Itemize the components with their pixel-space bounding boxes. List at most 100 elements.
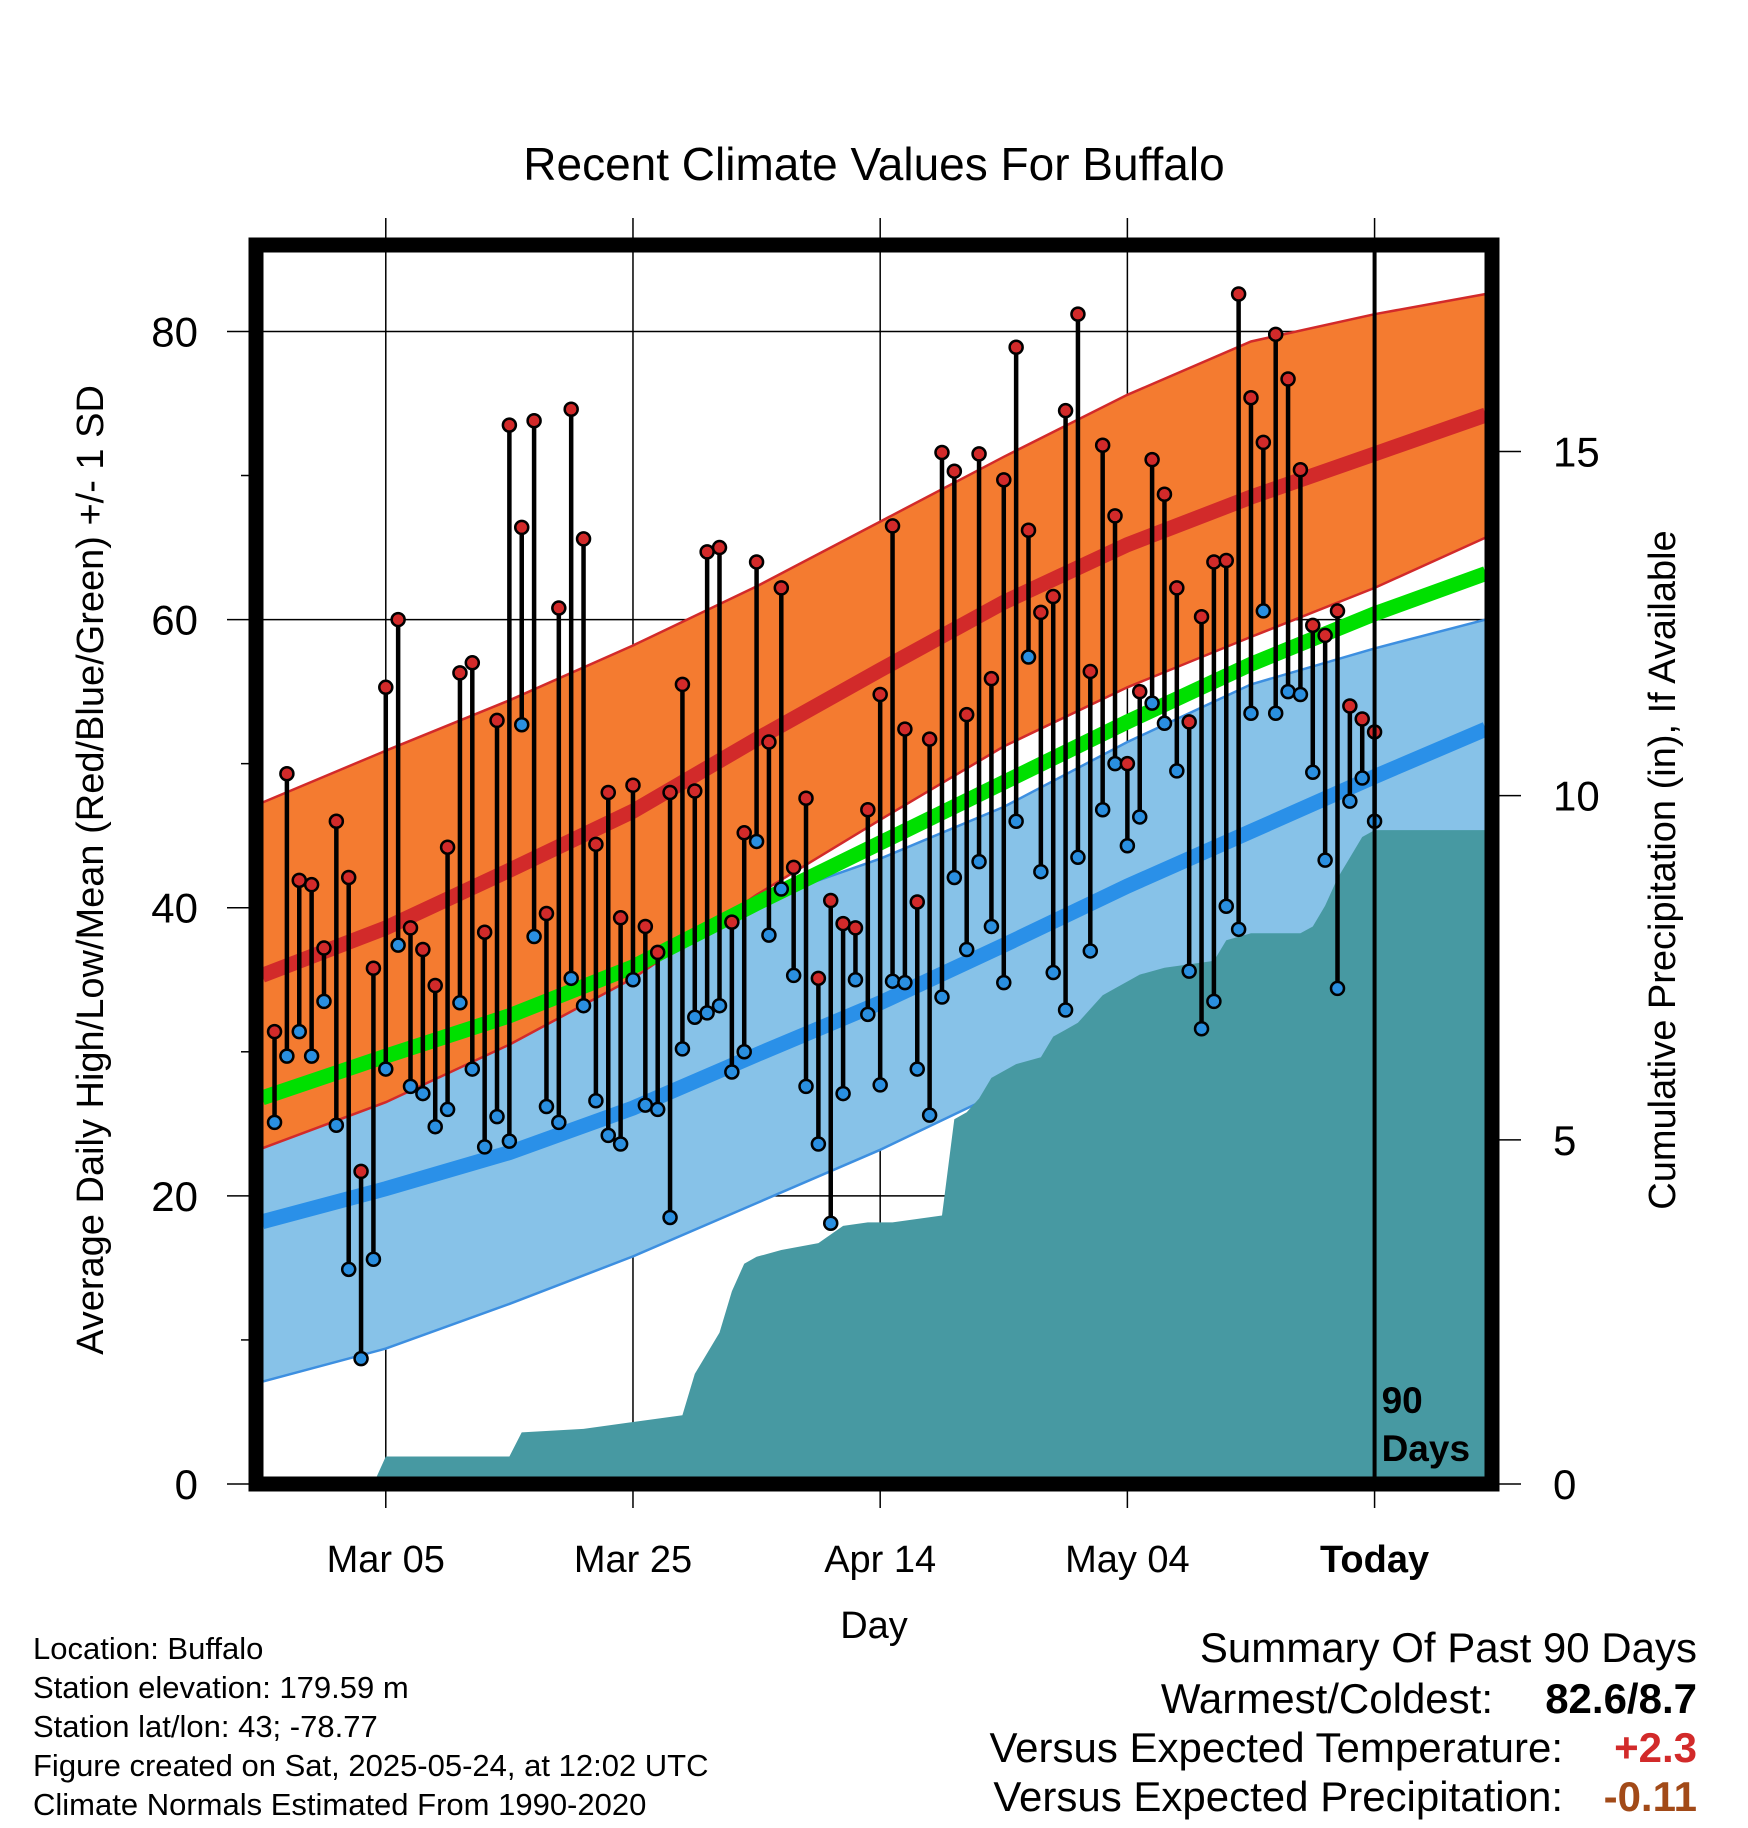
high-point: [761, 734, 777, 750]
high-point: [785, 859, 802, 876]
low-point: [810, 1136, 827, 1152]
low-point: [452, 995, 468, 1011]
y-tick-label: 40: [151, 885, 198, 932]
high-point: [476, 924, 493, 940]
summary-temp-label: Versus Expected Temperature:: [989, 1724, 1563, 1771]
high-point: [279, 765, 295, 782]
low-point: [1107, 755, 1123, 772]
low-point: [1181, 963, 1197, 979]
low-point: [785, 967, 802, 984]
low-point: [748, 833, 765, 850]
meta-created: Figure created on Sat, 2025-05-24, at 12…: [33, 1748, 709, 1783]
daily-range-sticks: [272, 293, 1377, 1359]
high-point: [390, 611, 406, 628]
high-point: [1354, 711, 1370, 727]
low-point: [637, 1097, 654, 1113]
low-point: [1070, 849, 1086, 866]
low-point: [1329, 980, 1346, 997]
low-point: [662, 1209, 678, 1226]
low-point: [921, 1107, 938, 1123]
high-point: [1317, 627, 1333, 644]
low-point: [884, 973, 901, 989]
high-point: [996, 472, 1012, 488]
high-point: [328, 813, 345, 830]
high-point: [1267, 326, 1284, 343]
summary-title: Summary Of Past 90 Days: [1200, 1624, 1697, 1671]
high-point: [711, 539, 728, 556]
y-axis-label: Average Daily High/Low/Mean (Red/Blue/Gr…: [70, 385, 112, 1355]
daily-points: [266, 286, 1383, 1367]
high-point: [415, 941, 431, 958]
high-point: [736, 825, 752, 841]
low-point: [847, 972, 864, 988]
low-point: [1033, 863, 1049, 880]
low-point: [872, 1077, 888, 1093]
low-point: [415, 1085, 431, 1102]
low-point: [798, 1078, 814, 1095]
high-point: [340, 869, 357, 886]
low-point: [1156, 715, 1173, 732]
high-point: [946, 463, 963, 479]
high-point: [378, 679, 394, 696]
low-point: [1193, 1020, 1210, 1037]
low-point: [378, 1061, 394, 1077]
low-point: [402, 1078, 419, 1095]
precipitation-area: [262, 830, 1486, 1484]
high-point: [1206, 554, 1222, 570]
high-normal-line: [259, 407, 1489, 983]
high-point: [1008, 339, 1024, 356]
high-point: [501, 417, 518, 433]
high-point: [1033, 604, 1049, 621]
high-point: [983, 670, 1000, 687]
high-point: [303, 876, 320, 893]
high-point: [489, 712, 505, 729]
low-point: [575, 997, 592, 1014]
low-point: [1230, 921, 1247, 938]
high-point: [1119, 755, 1136, 772]
y2-tick-label: 15: [1553, 429, 1600, 476]
high-point: [513, 519, 530, 536]
low-point: [328, 1117, 345, 1134]
high-point: [1156, 486, 1173, 502]
low-point: [649, 1101, 666, 1118]
high-point: [897, 721, 913, 737]
high-point: [1144, 451, 1160, 468]
low-point: [934, 989, 950, 1005]
low-point: [1008, 813, 1024, 830]
low-point: [526, 928, 542, 945]
high-point: [1057, 402, 1074, 419]
high-point: [971, 446, 987, 462]
low-point: [1119, 838, 1136, 854]
high-point: [860, 802, 876, 818]
high-point: [1169, 580, 1185, 596]
high-point: [1243, 389, 1259, 406]
high-point: [1342, 698, 1358, 714]
low-point: [600, 1127, 617, 1144]
summary-precip-label: Versus Expected Precipitation:: [993, 1773, 1563, 1820]
high-point: [464, 655, 481, 671]
low-point: [996, 974, 1012, 991]
x-tick-label: May 04: [1065, 1539, 1190, 1581]
low-point: [897, 974, 913, 991]
x-tick-label: Mar 05: [327, 1539, 445, 1581]
high-point: [600, 784, 617, 801]
high-point: [1107, 508, 1123, 524]
low-point: [736, 1044, 752, 1060]
y2-tick-label: 10: [1553, 773, 1600, 820]
x-tick-label: Mar 25: [574, 1539, 692, 1581]
high-point: [822, 892, 839, 909]
high-point: [551, 600, 567, 616]
y-tick-label: 0: [175, 1461, 198, 1508]
low-point: [761, 927, 777, 943]
high-band-upper-edge: [261, 292, 1487, 804]
high-point: [316, 940, 332, 956]
high-point: [687, 783, 703, 799]
y2-axis-label: Cumulative Precipitation (in), If Availa…: [1642, 530, 1684, 1209]
low-point: [551, 1114, 567, 1131]
low-point: [1094, 802, 1111, 818]
low-point: [822, 1215, 839, 1231]
high-point: [958, 706, 975, 723]
high-point: [1181, 714, 1197, 730]
low-point: [464, 1061, 481, 1077]
high-point: [1218, 552, 1235, 569]
